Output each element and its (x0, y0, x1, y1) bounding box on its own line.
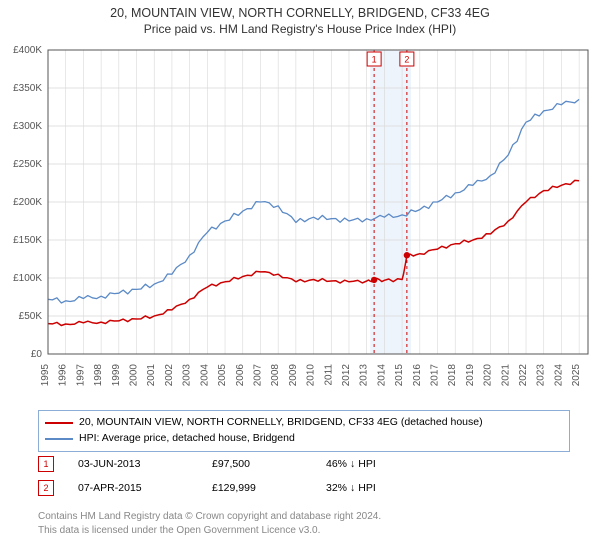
svg-text:£300K: £300K (13, 121, 42, 132)
svg-text:£100K: £100K (13, 273, 42, 284)
legend-label: 20, MOUNTAIN VIEW, NORTH CORNELLY, BRIDG… (79, 415, 483, 431)
svg-text:2023: 2023 (536, 364, 547, 387)
sale-row: 2 07-APR-2015 £129,999 32%↓HPI (38, 476, 570, 500)
svg-text:£250K: £250K (13, 159, 42, 170)
line-chart-svg: £0 £50K £100K £150K £200K £250K £300K £350K £400… (0, 42, 600, 402)
svg-text:1999: 1999 (111, 364, 122, 387)
footer-line-2: This data is licensed under the Open Gov… (38, 524, 381, 538)
svg-text:2002: 2002 (164, 364, 175, 387)
svg-text:2020: 2020 (483, 364, 494, 387)
sale-date: 07-APR-2015 (78, 482, 188, 494)
title-block: 20, MOUNTAIN VIEW, NORTH CORNELLY, BRIDG… (0, 0, 600, 36)
svg-text:2018: 2018 (447, 364, 458, 387)
svg-text:1995: 1995 (40, 364, 51, 387)
svg-text:2010: 2010 (306, 364, 317, 387)
sale-compare: 46%↓HPI (326, 458, 376, 470)
svg-text:2000: 2000 (129, 364, 140, 387)
footer-text: Contains HM Land Registry data © Crown c… (38, 510, 381, 538)
down-arrow-icon: ↓ (350, 482, 355, 494)
sale-marker: 1 (38, 456, 54, 472)
svg-text:2022: 2022 (518, 364, 529, 387)
chart-subtitle: Price paid vs. HM Land Registry's House … (0, 22, 600, 36)
svg-text:2014: 2014 (376, 364, 387, 387)
svg-text:2: 2 (404, 55, 409, 65)
svg-text:1996: 1996 (58, 364, 69, 387)
svg-text:2025: 2025 (571, 364, 582, 387)
chart-container: 20, MOUNTAIN VIEW, NORTH CORNELLY, BRIDG… (0, 0, 600, 560)
svg-text:£0: £0 (31, 349, 43, 360)
svg-text:2001: 2001 (146, 364, 157, 387)
legend-swatch (45, 422, 73, 424)
svg-text:£200K: £200K (13, 197, 42, 208)
sale-marker: 2 (38, 480, 54, 496)
chart-title: 20, MOUNTAIN VIEW, NORTH CORNELLY, BRIDG… (0, 6, 600, 20)
sale-pct: 46% (326, 458, 347, 470)
svg-text:2019: 2019 (465, 364, 476, 387)
footer-line-1: Contains HM Land Registry data © Crown c… (38, 510, 381, 524)
sales-table: 1 03-JUN-2013 £97,500 46%↓HPI 2 07-APR-2015 £1… (38, 452, 570, 500)
legend-swatch (45, 438, 73, 440)
svg-text:2024: 2024 (553, 364, 564, 387)
svg-text:1998: 1998 (93, 364, 104, 387)
svg-text:2013: 2013 (359, 364, 370, 387)
sale-pct: 32% (326, 482, 347, 494)
legend-label: HPI: Average price, detached house, Brid… (79, 431, 295, 447)
down-arrow-icon: ↓ (350, 458, 355, 470)
svg-text:2006: 2006 (235, 364, 246, 387)
svg-text:2021: 2021 (500, 364, 511, 387)
svg-text:1997: 1997 (75, 364, 86, 387)
legend-row: HPI: Average price, detached house, Brid… (45, 431, 563, 447)
svg-text:1: 1 (372, 55, 377, 65)
svg-text:2015: 2015 (394, 364, 405, 387)
svg-text:2016: 2016 (412, 364, 423, 387)
sale-date: 03-JUN-2013 (78, 458, 188, 470)
svg-text:2012: 2012 (341, 364, 352, 387)
svg-text:£400K: £400K (13, 45, 42, 56)
sale-compare: 32%↓HPI (326, 482, 376, 494)
svg-text:2009: 2009 (288, 364, 299, 387)
sale-vs: HPI (358, 482, 376, 494)
svg-text:2005: 2005 (217, 364, 228, 387)
svg-text:£150K: £150K (13, 235, 42, 246)
svg-text:2008: 2008 (270, 364, 281, 387)
svg-text:2011: 2011 (323, 364, 334, 386)
svg-text:2003: 2003 (182, 364, 193, 387)
sale-price: £97,500 (212, 458, 302, 470)
sale-vs: HPI (358, 458, 376, 470)
sale-row: 1 03-JUN-2013 £97,500 46%↓HPI (38, 452, 570, 476)
chart-area: £0 £50K £100K £150K £200K £250K £300K £350K £400… (0, 42, 600, 402)
legend-box: 20, MOUNTAIN VIEW, NORTH CORNELLY, BRIDG… (38, 410, 570, 452)
sale-price: £129,999 (212, 482, 302, 494)
svg-text:2017: 2017 (430, 364, 441, 387)
svg-text:2004: 2004 (199, 364, 210, 387)
svg-text:£350K: £350K (13, 83, 42, 94)
svg-text:£50K: £50K (19, 311, 43, 322)
svg-text:2007: 2007 (252, 364, 263, 387)
legend-row: 20, MOUNTAIN VIEW, NORTH CORNELLY, BRIDG… (45, 415, 563, 431)
